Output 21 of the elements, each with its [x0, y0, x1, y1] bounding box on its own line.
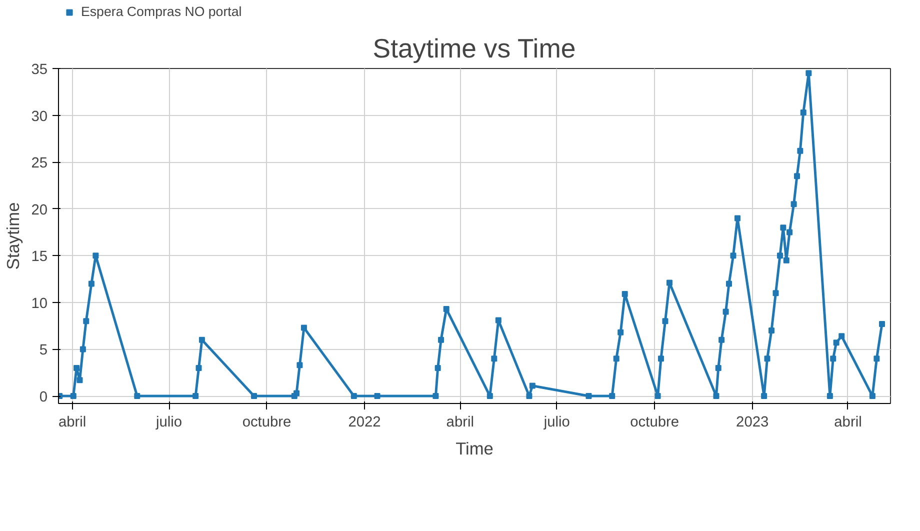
y-tick-label: 0: [39, 390, 48, 406]
y-axis-title: Staytime: [3, 202, 24, 270]
y-tick-label: 5: [39, 342, 48, 359]
x-tick-label: abril: [834, 414, 862, 430]
legend-label: Espera Compras NO portal: [81, 4, 242, 19]
y-tick-label: 35: [31, 62, 48, 78]
x-tick-label: abril: [446, 414, 474, 430]
x-tick-label: 2022: [348, 414, 381, 430]
x-tick-label: octubre: [242, 414, 292, 430]
y-tick-label: 30: [31, 108, 48, 125]
y-tick-label: 15: [31, 249, 48, 266]
x-tick-label: octubre: [630, 414, 680, 430]
y-tick-label: 10: [31, 296, 48, 312]
y-tick-label: 25: [31, 156, 48, 172]
x-axis-title: Time: [456, 438, 494, 458]
x-tick-label: julio: [542, 414, 570, 430]
x-tick-label: 2023: [736, 414, 769, 430]
chart-title: Staytime vs Time: [372, 34, 576, 64]
x-tick-label: julio: [154, 414, 182, 430]
x-tick-label: abril: [58, 414, 86, 430]
y-tick-label: 20: [31, 202, 48, 218]
